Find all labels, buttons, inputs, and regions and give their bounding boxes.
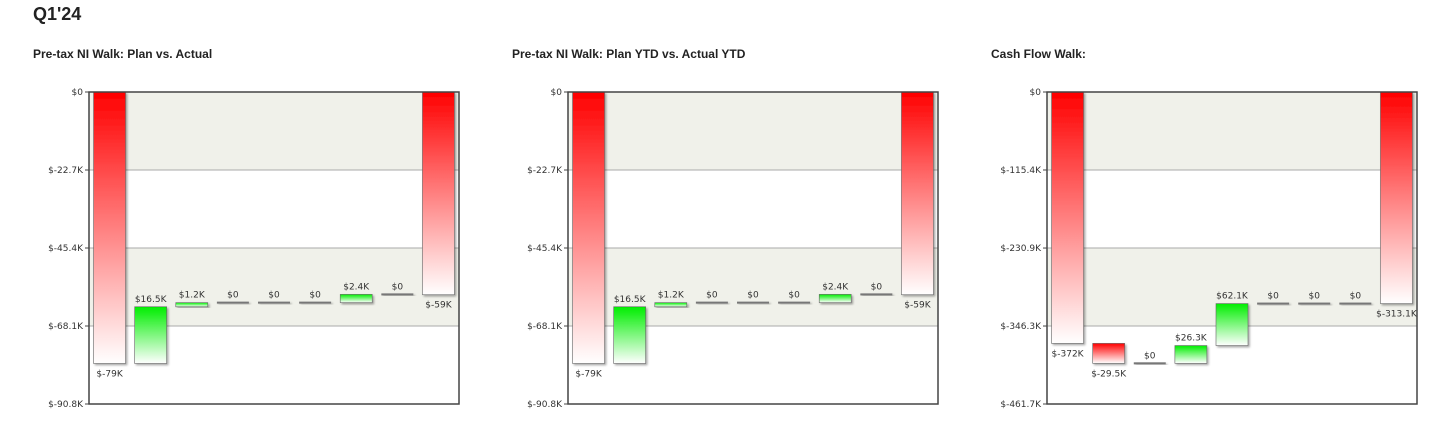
bar-value-label: $-59K	[904, 301, 931, 311]
plot-frame	[88, 91, 460, 405]
plot-frame	[1046, 91, 1418, 405]
bar-value-label: $0	[1308, 292, 1320, 302]
bar-value-label: $1.2K	[179, 291, 206, 301]
increase-bar	[339, 294, 373, 303]
chart-title: Pre-tax NI Walk: Plan YTD vs. Actual YTD	[512, 47, 746, 61]
y-tick-label: $0	[1030, 88, 1042, 98]
plot-band	[89, 92, 459, 170]
bar-value-label: $0	[1267, 292, 1279, 302]
y-tick-label: $-461.7K	[1000, 400, 1042, 410]
zero-bar	[1257, 302, 1290, 305]
y-tick-label: $0	[72, 88, 84, 98]
y-tick-label: $-22.7K	[48, 166, 84, 176]
zero-bar	[737, 301, 769, 304]
chart-panel-cash-flow-walk: Cash Flow Walk: $0 $-115.4K $-230.9K $-346.…	[991, 0, 1431, 435]
increase-bar	[818, 294, 852, 303]
bar-value-label: $-79K	[575, 369, 602, 379]
zero-bar	[258, 301, 290, 304]
zero-bar	[695, 301, 728, 304]
zero-bar	[381, 293, 414, 296]
waterfall-chart-plan-vs-actual: $0 $-22.7K $-45.4K $-68.1K $-90.8K $-79K $16.5…	[48, 88, 460, 410]
bar-value-label: $0	[1144, 351, 1156, 361]
page-title: Q1'24	[33, 4, 82, 24]
bar-value-label: $-59K	[425, 301, 452, 311]
decrease-bar	[1092, 343, 1125, 364]
bar-value-label: $1.2K	[658, 291, 685, 301]
chart-panel-plan-ytd-vs-actual-ytd: Pre-tax NI Walk: Plan YTD vs. Actual YTD…	[512, 0, 952, 435]
plot-frame	[567, 91, 939, 405]
zero-bar	[1133, 362, 1166, 365]
zero-bar	[1298, 302, 1331, 305]
waterfall-chart-plan-ytd-vs-actual-ytd: $0 $-22.7K $-45.4K $-68.1K $-90.8K $-79K $16.5…	[527, 88, 939, 410]
bar-value-label: $16.5K	[614, 295, 647, 305]
increase-bar	[613, 306, 646, 364]
increase-bar	[175, 302, 209, 308]
bar-value-label: $-313.1K	[1376, 310, 1418, 320]
bar-value-label: $-29.5K	[1091, 369, 1127, 379]
bar-value-label: $0	[747, 291, 759, 301]
bar-value-label: $0	[871, 282, 883, 292]
y-tick-label: $-115.4K	[1000, 166, 1042, 176]
bar-value-label: $0	[392, 282, 404, 292]
zero-bar	[299, 301, 332, 304]
y-tick-label: $0	[551, 88, 563, 98]
y-tick-label: $-68.1K	[527, 322, 563, 332]
bar-value-label: $16.5K	[135, 295, 168, 305]
bar-value-label: $26.3K	[1175, 334, 1208, 344]
bar-value-label: $2.4K	[822, 282, 849, 292]
chart-title: Cash Flow Walk:	[991, 47, 1086, 61]
chart-panel-plan-vs-actual: Pre-tax NI Walk: Plan vs. Actual $0 $-22.…	[33, 0, 473, 435]
total-bar	[1380, 91, 1413, 304]
zero-bar	[860, 293, 893, 296]
y-tick-label: $-346.3K	[1000, 322, 1042, 332]
bar-value-label: $0	[268, 291, 280, 301]
total-bar	[422, 91, 455, 296]
total-bar	[572, 91, 605, 364]
bar-value-label: $-372K	[1052, 349, 1085, 359]
bar-value-label: $0	[788, 291, 800, 301]
y-tick-label: $-45.4K	[48, 244, 84, 254]
waterfall-chart-cash-flow: $0 $-115.4K $-230.9K $-346.3K $-461.7K $-372K…	[1000, 88, 1418, 410]
bar-value-label: $2.4K	[343, 282, 370, 292]
zero-bar	[216, 301, 249, 304]
y-tick-label: $-230.9K	[1000, 244, 1042, 254]
y-tick-label: $-22.7K	[527, 166, 563, 176]
increase-bar	[134, 306, 167, 364]
zero-bar	[1339, 302, 1372, 305]
bar-value-label: $62.1K	[1216, 292, 1249, 302]
bar-value-label: $0	[309, 291, 321, 301]
total-bar	[901, 91, 934, 296]
bar-value-label: $0	[706, 291, 718, 301]
bar-value-label: $0	[227, 291, 239, 301]
y-tick-label: $-90.8K	[48, 400, 84, 410]
increase-bar	[1215, 303, 1249, 346]
increase-bar	[1174, 345, 1208, 364]
total-bar	[93, 91, 126, 364]
y-tick-label: $-68.1K	[48, 322, 84, 332]
zero-bar	[778, 301, 811, 304]
total-bar	[1051, 91, 1084, 344]
y-tick-label: $-90.8K	[527, 400, 563, 410]
bar-value-label: $0	[1350, 292, 1362, 302]
increase-bar	[654, 302, 688, 308]
y-tick-label: $-45.4K	[527, 244, 563, 254]
plot-band	[568, 92, 938, 170]
chart-title: Pre-tax NI Walk: Plan vs. Actual	[33, 47, 213, 61]
plot-band	[1047, 92, 1417, 170]
bar-value-label: $-79K	[96, 369, 123, 379]
